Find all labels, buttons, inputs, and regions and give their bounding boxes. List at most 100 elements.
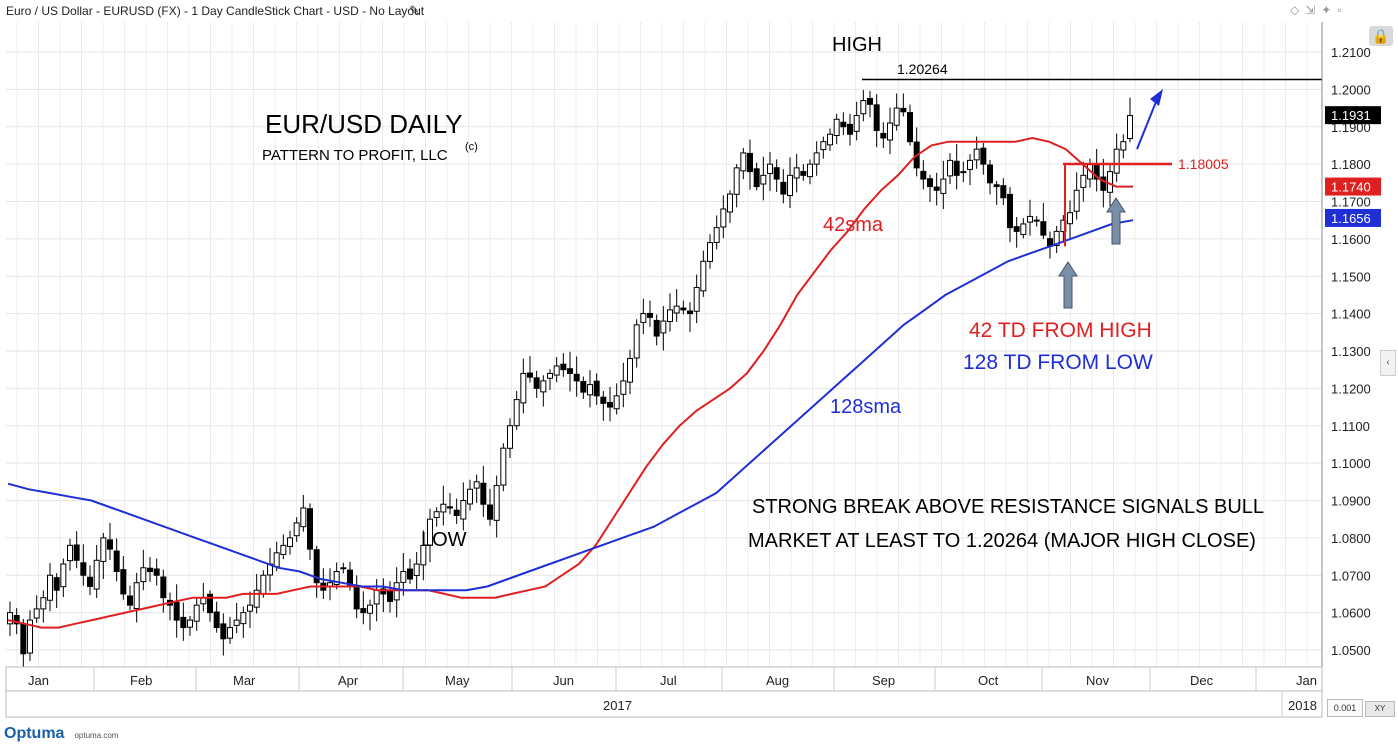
forecast-arrow — [1136, 96, 1159, 150]
y-tick-label: 1.0600 — [1331, 606, 1371, 621]
candle-body — [827, 133, 833, 146]
y-tick-label: 1.0900 — [1331, 494, 1371, 509]
candle-body — [567, 368, 573, 374]
candle-body — [193, 604, 200, 622]
price-chart[interactable]: 1.0500 1.0600 1.0700 1.0800 1.0900 1.1000 1.11… — [0, 22, 1398, 720]
candle-body — [233, 619, 240, 626]
candle-body — [460, 500, 467, 520]
candle-body — [187, 619, 193, 628]
candle-body — [180, 616, 187, 629]
candle-body — [967, 159, 973, 170]
candle-body — [1100, 176, 1107, 191]
note-line-2: MARKET AT LEAST TO 1.20264 (MAJOR HIGH C… — [748, 530, 1256, 552]
candle-body — [600, 396, 607, 404]
candle-body — [933, 186, 940, 191]
y-tick-label: 1.1100 — [1331, 419, 1370, 434]
candle-body — [147, 567, 153, 573]
footer-bar: Optuma optuma.com — [0, 720, 1398, 747]
candle-body — [13, 614, 20, 625]
candle-body — [693, 286, 700, 312]
candle-body — [93, 559, 100, 590]
candle-body — [713, 227, 720, 243]
candle-body — [893, 107, 900, 126]
candle-body — [813, 152, 820, 165]
high-label: HIGH — [832, 34, 882, 56]
candle-body — [7, 612, 13, 625]
x-tick-label: Mar — [233, 673, 256, 688]
candle-body — [607, 401, 613, 408]
candle-body — [373, 589, 380, 605]
y-tick-label: 1.1400 — [1331, 307, 1371, 322]
candle-body — [633, 324, 640, 359]
candle-body — [300, 507, 307, 528]
candle-body — [313, 549, 320, 584]
toolbar-icons[interactable]: ◇⇲✦▫ — [1290, 3, 1348, 17]
candle-body — [213, 611, 220, 629]
candle-body — [507, 425, 513, 449]
window-titlebar: Euro / US Dollar - EURUSD (FX) - 1 Day C… — [0, 0, 1398, 22]
candle-body — [1080, 174, 1087, 188]
candle-body — [160, 576, 167, 599]
price-tag-label: 1.1656 — [1331, 211, 1371, 226]
candle-body — [887, 122, 893, 141]
price-tag-label: 1.1740 — [1331, 180, 1371, 195]
resistance-label: 1.18005 — [1178, 156, 1229, 172]
up-arrow-breakout — [1106, 197, 1126, 245]
candle-body — [227, 627, 233, 639]
candle-body — [307, 508, 313, 550]
y-tick-label: 1.2000 — [1331, 82, 1371, 97]
candle-body — [1027, 215, 1033, 223]
x-tick-label: Jul — [660, 673, 677, 688]
candle-body — [833, 118, 840, 137]
x-tick-label: Jun — [553, 673, 574, 688]
lock-icon[interactable]: 🔒 — [1369, 26, 1393, 46]
candle-body — [407, 568, 413, 580]
plot-area — [6, 22, 1322, 667]
candle-body — [73, 544, 80, 561]
candle-body — [540, 380, 547, 393]
candle-body — [140, 567, 147, 583]
candle-body — [660, 320, 667, 334]
x-tick-label: Aug — [766, 673, 789, 688]
y-tick-label: 1.1500 — [1331, 269, 1371, 284]
candle-body — [480, 482, 487, 505]
logo-text: Optuma — [4, 725, 65, 742]
candle-body — [573, 373, 580, 382]
y-tick-label: 1.0800 — [1331, 531, 1371, 546]
x-tick-label: Dec — [1190, 673, 1214, 688]
candle-body — [1067, 212, 1073, 225]
precision-field[interactable]: 0.001 — [1327, 699, 1363, 717]
candle-body — [1013, 226, 1020, 232]
chart-subtitle: PATTERN TO PROFIT, LLC — [262, 147, 448, 164]
candle-body — [447, 506, 453, 509]
candle-body — [807, 163, 813, 178]
candle-body — [867, 97, 873, 105]
chart-overlays — [7, 78, 1322, 629]
candle-body — [353, 585, 360, 610]
candle-body — [493, 485, 500, 521]
high-value-label: 1.20264 — [897, 61, 948, 77]
candle-body — [853, 115, 860, 132]
candle-body — [773, 167, 780, 180]
low-label: LOW — [421, 529, 467, 551]
xy-toggle-button[interactable]: XY — [1365, 701, 1395, 717]
side-panel-toggle-icon[interactable]: ‹ — [1380, 350, 1396, 376]
chart-subtitle-mark: (c) — [465, 141, 478, 153]
candle-body — [727, 193, 733, 213]
candle-body — [720, 208, 727, 228]
y-tick-label: 1.1600 — [1331, 232, 1371, 247]
candle-body — [653, 319, 660, 337]
candle-body — [707, 242, 713, 262]
candle-body — [767, 163, 773, 174]
candle-body — [780, 181, 787, 195]
candle-body — [393, 582, 400, 601]
candle-body — [613, 395, 620, 410]
candle-body — [820, 141, 827, 151]
candle-body — [553, 365, 560, 376]
candle-body — [427, 518, 433, 546]
sma128-line — [7, 219, 1134, 592]
candle-body — [747, 152, 753, 173]
candle-body — [287, 537, 293, 547]
edit-pencil-icon[interactable]: ✎ — [409, 3, 420, 18]
candle-body — [947, 159, 953, 177]
